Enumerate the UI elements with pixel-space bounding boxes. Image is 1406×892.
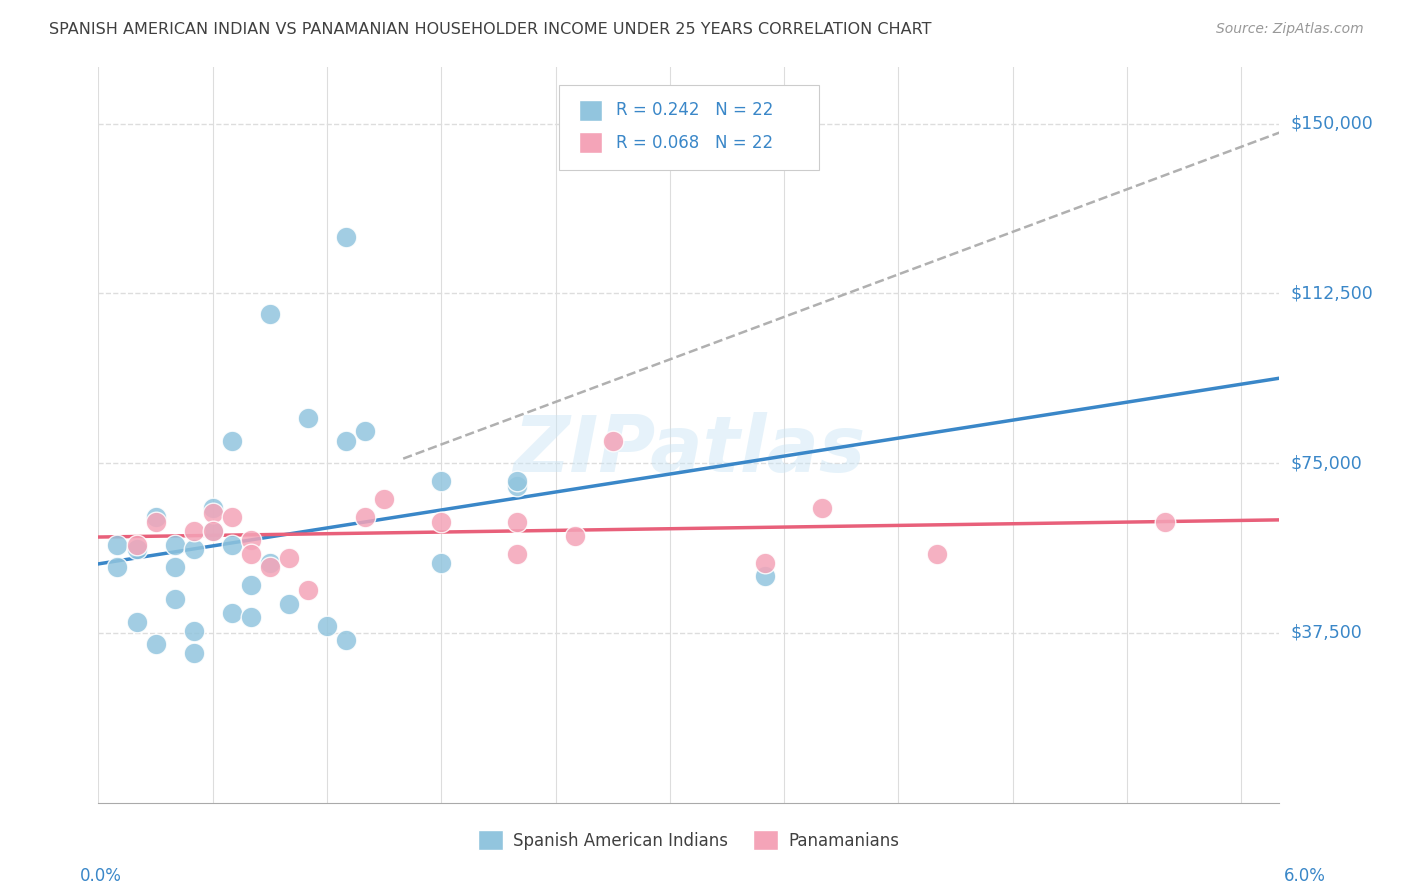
Point [754,556,776,570]
Point [145,515,167,529]
Text: $37,500: $37,500 [1291,624,1362,642]
Point [506,479,529,493]
Point [925,547,948,561]
Point [145,637,167,651]
Point [259,556,281,570]
Point [297,410,319,425]
Point [239,547,262,561]
Point [145,510,167,524]
Point [221,510,243,524]
Point [373,492,395,507]
Point [506,475,529,489]
Point [163,560,186,574]
Point [335,229,357,244]
Point [239,533,262,548]
Text: $75,000: $75,000 [1291,454,1362,472]
Point [335,434,357,448]
Point [430,556,453,570]
Point [221,606,243,620]
Text: Source: ZipAtlas.com: Source: ZipAtlas.com [1216,22,1364,37]
Point [183,542,205,557]
Point [125,542,148,557]
Point [125,538,148,552]
Point [221,434,243,448]
FancyBboxPatch shape [579,132,602,153]
Text: SPANISH AMERICAN INDIAN VS PANAMANIAN HOUSEHOLDER INCOME UNDER 25 YEARS CORRELAT: SPANISH AMERICAN INDIAN VS PANAMANIAN HO… [49,22,932,37]
Point [602,434,624,448]
Point [201,524,224,538]
Point [201,506,224,520]
Text: R = 0.242   N = 22: R = 0.242 N = 22 [616,102,773,120]
Point [354,425,377,439]
FancyBboxPatch shape [560,86,818,170]
Point [239,578,262,592]
Point [754,569,776,583]
Point [107,538,129,552]
Point [183,624,205,638]
Point [430,515,453,529]
Point [335,632,357,647]
Point [125,615,148,629]
Point [201,524,224,538]
Point [506,515,529,529]
Point [201,501,224,516]
Point [277,597,299,611]
Point [239,610,262,624]
Text: $112,500: $112,500 [1291,285,1374,302]
Text: R = 0.068   N = 22: R = 0.068 N = 22 [616,134,773,152]
Point [183,524,205,538]
Legend: Spanish American Indians, Panamanians: Spanish American Indians, Panamanians [472,823,905,857]
Point [811,501,834,516]
Point [564,528,586,542]
FancyBboxPatch shape [579,100,602,120]
Text: ZIPatlas: ZIPatlas [513,411,865,488]
Point [163,538,186,552]
Point [506,547,529,561]
Text: $150,000: $150,000 [1291,114,1374,133]
Point [1154,515,1177,529]
Point [221,538,243,552]
Point [316,619,339,633]
Point [277,551,299,566]
Point [107,560,129,574]
Point [183,646,205,660]
Text: 6.0%: 6.0% [1284,867,1326,885]
Point [430,475,453,489]
Point [297,582,319,597]
Point [163,592,186,607]
Point [259,560,281,574]
Point [354,510,377,524]
Text: 0.0%: 0.0% [80,867,122,885]
Point [259,307,281,321]
